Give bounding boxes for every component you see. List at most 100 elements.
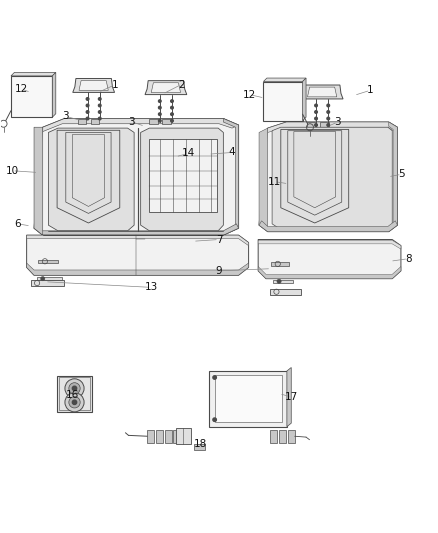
Text: 3: 3 (335, 117, 341, 127)
Polygon shape (34, 224, 239, 235)
Polygon shape (270, 289, 301, 295)
Polygon shape (156, 430, 163, 443)
Circle shape (171, 113, 173, 116)
Circle shape (315, 117, 318, 120)
Polygon shape (177, 429, 191, 444)
Polygon shape (223, 118, 239, 235)
Text: 12: 12 (243, 90, 256, 100)
Circle shape (99, 111, 101, 114)
Circle shape (159, 113, 161, 116)
Polygon shape (73, 78, 115, 92)
Polygon shape (215, 375, 282, 422)
Circle shape (69, 397, 80, 408)
Polygon shape (27, 235, 249, 275)
Polygon shape (320, 122, 328, 127)
Text: 16: 16 (66, 390, 79, 400)
Polygon shape (52, 72, 56, 117)
Polygon shape (34, 127, 43, 235)
Text: 13: 13 (145, 282, 158, 293)
Polygon shape (259, 221, 397, 232)
Polygon shape (57, 376, 92, 413)
Polygon shape (91, 118, 99, 124)
Polygon shape (268, 122, 397, 133)
Text: 1: 1 (367, 85, 374, 95)
Circle shape (171, 119, 173, 122)
Circle shape (86, 104, 89, 107)
Circle shape (159, 107, 161, 109)
Polygon shape (78, 118, 86, 124)
Polygon shape (145, 80, 187, 94)
Polygon shape (273, 280, 293, 283)
Circle shape (213, 418, 216, 422)
Polygon shape (165, 430, 172, 443)
Text: 17: 17 (285, 392, 298, 402)
Circle shape (159, 119, 161, 122)
Polygon shape (48, 128, 134, 231)
Polygon shape (263, 78, 306, 82)
Polygon shape (37, 277, 62, 280)
Polygon shape (43, 118, 239, 132)
Polygon shape (258, 240, 401, 249)
Polygon shape (271, 262, 289, 265)
Circle shape (315, 124, 318, 126)
Circle shape (327, 124, 329, 126)
Polygon shape (31, 279, 64, 286)
Polygon shape (162, 118, 171, 124)
Text: 3: 3 (128, 117, 134, 126)
Text: 14: 14 (182, 148, 195, 158)
Polygon shape (258, 266, 401, 279)
Polygon shape (258, 239, 401, 279)
Polygon shape (263, 82, 303, 120)
Polygon shape (11, 76, 52, 117)
Text: 1: 1 (112, 79, 119, 90)
Polygon shape (389, 122, 397, 232)
Polygon shape (279, 430, 286, 443)
Circle shape (69, 383, 80, 394)
Circle shape (86, 111, 89, 114)
Circle shape (159, 100, 161, 102)
Circle shape (277, 279, 281, 284)
Polygon shape (307, 122, 316, 127)
Polygon shape (34, 118, 239, 235)
Circle shape (171, 107, 173, 109)
Circle shape (315, 104, 318, 107)
Polygon shape (79, 80, 108, 90)
Polygon shape (27, 235, 249, 246)
Polygon shape (149, 140, 217, 212)
Polygon shape (270, 430, 277, 443)
Polygon shape (287, 367, 291, 426)
Text: 11: 11 (268, 176, 281, 187)
Circle shape (86, 98, 89, 100)
Polygon shape (11, 72, 56, 76)
Circle shape (327, 104, 329, 107)
Text: 2: 2 (178, 79, 184, 90)
Polygon shape (303, 78, 306, 120)
Circle shape (41, 277, 45, 281)
Circle shape (327, 111, 329, 114)
Polygon shape (141, 128, 223, 231)
Text: 6: 6 (14, 219, 21, 229)
Circle shape (213, 376, 216, 379)
Text: 9: 9 (215, 266, 223, 276)
Polygon shape (272, 127, 392, 230)
Polygon shape (173, 430, 180, 443)
Polygon shape (209, 371, 287, 426)
Polygon shape (194, 444, 205, 450)
Text: 4: 4 (229, 148, 235, 157)
Circle shape (86, 117, 89, 120)
Polygon shape (151, 83, 180, 93)
Polygon shape (147, 430, 154, 443)
Polygon shape (307, 87, 337, 97)
Circle shape (327, 117, 329, 120)
Circle shape (99, 104, 101, 107)
Text: 8: 8 (405, 254, 412, 264)
Circle shape (72, 386, 77, 391)
Polygon shape (149, 118, 158, 124)
Circle shape (65, 393, 84, 412)
Text: 7: 7 (215, 235, 223, 245)
Polygon shape (301, 85, 343, 99)
Text: 10: 10 (6, 166, 19, 176)
Text: 3: 3 (63, 111, 69, 122)
Circle shape (99, 117, 101, 120)
Circle shape (72, 400, 77, 405)
